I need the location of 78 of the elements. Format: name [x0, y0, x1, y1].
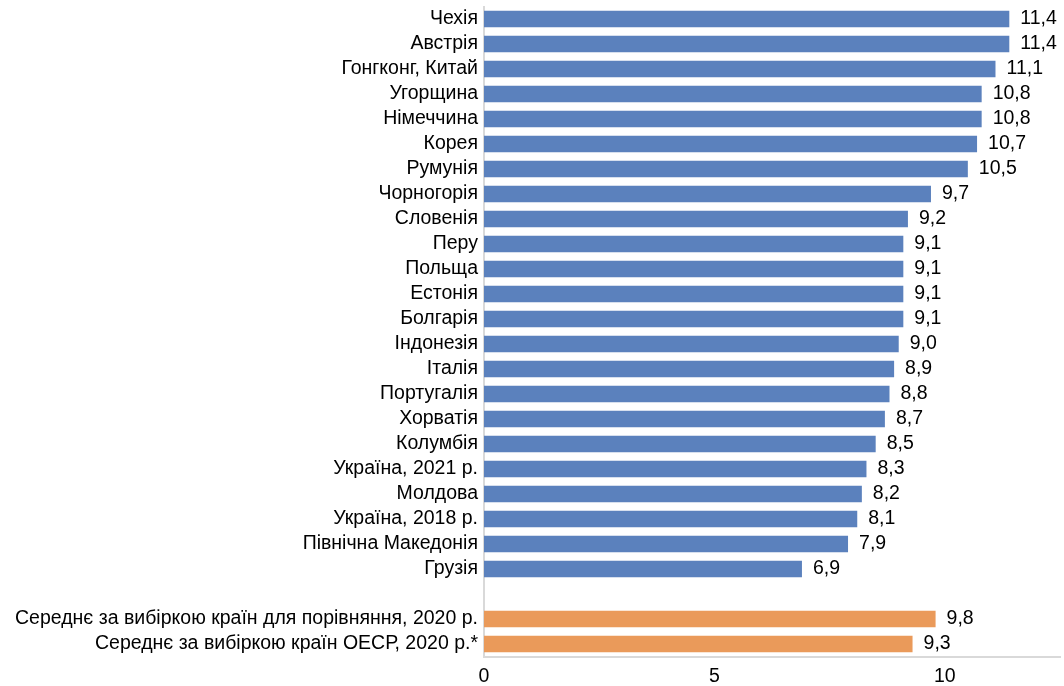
y-tick-label: Перу [432, 231, 479, 254]
y-tick-label: Середнє за вибіркою країн для порівняння, 2020 р. [15, 606, 478, 629]
data-label: 8,7 [895, 406, 924, 429]
y-tick-label: Середнє за вибіркою країн ОЕСР, 2020 р.* [94, 631, 479, 654]
y-tick-label: Україна, 2021 р. [333, 456, 478, 479]
data-label: 9,1 [914, 281, 942, 304]
y-tick-label: Чехія [429, 6, 478, 29]
data-label: 8,1 [868, 506, 896, 529]
bar [484, 285, 904, 303]
data-label: 11,1 [1006, 56, 1043, 79]
bar [484, 310, 904, 328]
data-label: 9,7 [941, 181, 970, 204]
bar [484, 485, 862, 503]
bar [484, 510, 858, 528]
y-tick-label: Угорщина [389, 81, 479, 104]
y-tick-label: Румунія [406, 156, 478, 179]
bar [484, 10, 1010, 28]
y-tick-label: Болгарія [400, 306, 478, 329]
y-tick-label: Північна Македонія [302, 531, 478, 554]
bar [484, 535, 849, 553]
x-tick-label: 10 [933, 663, 956, 686]
data-label: 8,9 [905, 356, 933, 379]
y-tick-label: Австрія [410, 31, 478, 54]
bar [484, 160, 968, 178]
bar [484, 335, 899, 353]
data-label: 8,3 [877, 456, 905, 479]
y-tick-label: Індонезія [394, 331, 478, 354]
y-tick-label: Україна, 2018 р. [333, 506, 478, 529]
data-label: 11,4 [1020, 31, 1057, 54]
y-tick-label: Колумбія [396, 431, 478, 454]
bar [484, 110, 982, 128]
data-label: 10,8 [992, 106, 1031, 129]
data-label: 8,5 [886, 431, 914, 454]
bar [484, 135, 978, 153]
bar [484, 60, 996, 78]
bar [484, 410, 885, 428]
bar [484, 185, 931, 203]
y-tick-label: Грузія [424, 556, 478, 579]
bar [484, 385, 890, 403]
y-tick-label: Чорногорія [378, 181, 478, 204]
y-tick-label: Німеччина [383, 106, 479, 129]
data-label: 9,1 [914, 306, 942, 329]
data-label: 9,1 [914, 256, 942, 279]
bar [484, 35, 1010, 53]
data-label: 8,8 [900, 381, 928, 404]
bar [484, 210, 908, 228]
data-label: 9,3 [923, 631, 951, 654]
bar [484, 560, 802, 578]
x-tick-label: 0 [478, 663, 490, 686]
data-label: 9,8 [946, 606, 974, 629]
bar [484, 85, 982, 103]
y-tick-label: Естонія [410, 281, 478, 304]
x-tick-label: 5 [708, 663, 720, 686]
bar [484, 460, 867, 478]
data-label: 10,8 [992, 81, 1031, 104]
data-label: 9,2 [918, 206, 947, 229]
data-label: 10,7 [988, 131, 1027, 154]
data-label: 7,9 [859, 531, 887, 554]
bar [484, 435, 876, 453]
data-label: 9,0 [909, 331, 937, 354]
y-tick-label: Португалія [380, 381, 478, 404]
data-label: 6,9 [812, 556, 841, 579]
data-label: 11,4 [1020, 6, 1057, 29]
bar [484, 610, 936, 628]
y-tick-label: Словенія [394, 206, 478, 229]
y-tick-label: Гонгконг, Китай [341, 56, 478, 79]
data-label: 10,5 [978, 156, 1017, 179]
data-label: 9,1 [914, 231, 942, 254]
data-label: 8,2 [872, 481, 900, 504]
y-tick-label: Молдова [396, 481, 479, 504]
y-tick-label: Польща [405, 256, 479, 279]
bar [484, 635, 913, 653]
y-tick-label: Хорватія [399, 406, 478, 429]
bar [484, 260, 904, 278]
y-tick-label: Корея [423, 131, 478, 154]
bar [484, 235, 904, 253]
bar [484, 360, 895, 378]
y-tick-label: Італія [426, 356, 478, 379]
